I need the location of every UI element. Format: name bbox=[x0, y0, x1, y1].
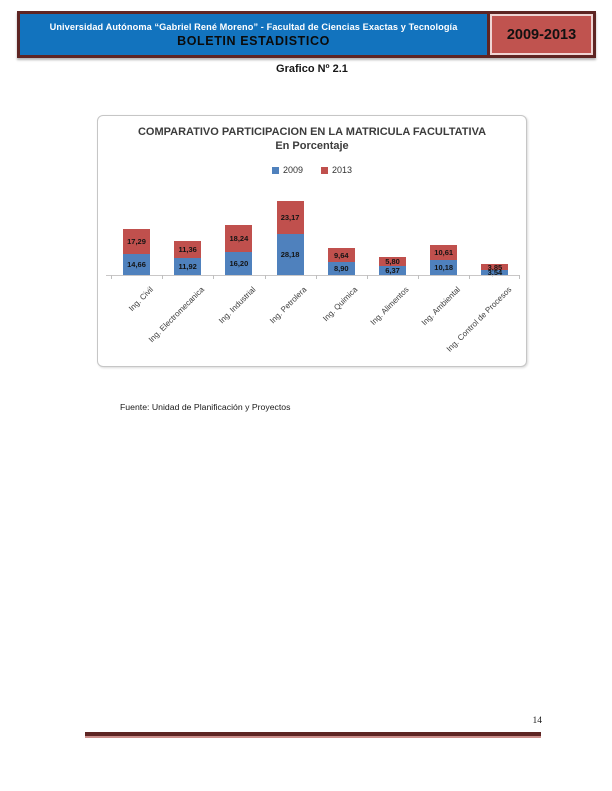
axis-tick bbox=[469, 275, 471, 279]
value-label-2013-7: 10,61 bbox=[434, 248, 454, 258]
legend-swatch-2013 bbox=[321, 166, 328, 174]
bar-2009-7 bbox=[430, 260, 458, 275]
value-label-2009-6: 6,37 bbox=[385, 265, 400, 275]
bar-2013-3 bbox=[225, 225, 253, 252]
axis-tick bbox=[213, 275, 215, 279]
category-label-5: Ing. Quimica bbox=[321, 285, 360, 324]
bar-2009-6 bbox=[379, 265, 406, 275]
value-label-2009-4: 28,18 bbox=[280, 250, 300, 260]
figure-label: Grafico Nº 2.1 bbox=[276, 63, 348, 75]
legend-label-2013: 2013 bbox=[332, 165, 353, 175]
source-note: Fuente: Unidad de Planificación y Proyec… bbox=[120, 402, 291, 412]
bar-2013-1 bbox=[123, 228, 150, 254]
bar-2009-1 bbox=[123, 253, 150, 275]
institution-name: Universidad Autónoma “Gabriel René Moren… bbox=[49, 22, 458, 32]
bar-2013-4 bbox=[276, 201, 304, 235]
axis-tick bbox=[264, 275, 266, 279]
category-label-4: Ing. Petrolera bbox=[268, 285, 309, 326]
plot-area: 17,29 14,66 11,36 11,92 18,24 16,20 23,17 28,18… bbox=[106, 116, 520, 277]
value-label-2009-1: 14,66 bbox=[127, 259, 146, 269]
header-institution-block: Universidad Autónoma “Gabriel René Moren… bbox=[20, 14, 487, 55]
category-label-6: Ing. Alimentos bbox=[368, 285, 411, 327]
bar-2013-2 bbox=[174, 241, 202, 258]
axis-tick bbox=[110, 275, 112, 279]
category-label-2: Ing. Electromecanica bbox=[146, 285, 207, 345]
value-label-2013-2: 11,36 bbox=[178, 245, 197, 255]
value-label-2009-5: 8,90 bbox=[333, 264, 349, 274]
value-label-2013-4: 23,17 bbox=[280, 213, 300, 223]
bar-2013-5 bbox=[327, 248, 355, 263]
axis-tick bbox=[162, 275, 164, 279]
bar-2009-8 bbox=[481, 269, 509, 275]
bar-2013-6 bbox=[379, 257, 406, 266]
category-labels: Ing. Civil Ing. Electromecanica Ing. Indus… bbox=[106, 279, 520, 364]
legend-swatch-2009 bbox=[271, 166, 279, 174]
value-label-2013-3: 18,24 bbox=[229, 234, 249, 243]
chart: COMPARATIVO PARTICIPACION EN LA MATRICUL… bbox=[97, 115, 527, 367]
bar-2009-3 bbox=[225, 251, 253, 275]
value-label-2009-8: 3,54 bbox=[487, 267, 503, 277]
legend-item-2009: 2009 bbox=[271, 165, 303, 175]
legend-item-2013: 2013 bbox=[321, 165, 352, 175]
category-label-3: Ing. Industrial bbox=[216, 285, 258, 326]
bar-2013-8 bbox=[481, 264, 509, 270]
x-axis-line bbox=[106, 275, 520, 276]
category-label-1: Ing. Civil bbox=[126, 285, 155, 314]
value-label-2013-5: 9,64 bbox=[333, 250, 349, 260]
category-label-7: Ing. Ambiental bbox=[419, 285, 463, 328]
chart-title: COMPARATIVO PARTICIPACION EN LA MATRICUL… bbox=[137, 126, 487, 138]
document-header-banner: Universidad Autónoma “Gabriel René Moren… bbox=[17, 11, 596, 58]
chart-legend: 2009 2013 bbox=[98, 165, 526, 175]
bar-2009-2 bbox=[174, 257, 202, 275]
bar-2009-4 bbox=[276, 234, 304, 275]
axis-tick bbox=[315, 275, 317, 279]
chart-subtitle: En Porcentaje bbox=[275, 140, 349, 152]
legend-label-2009: 2009 bbox=[282, 165, 303, 175]
footer-rule bbox=[85, 732, 541, 738]
value-label-2013-6: 5,80 bbox=[385, 257, 400, 267]
axis-tick bbox=[418, 275, 420, 279]
value-label-2009-3: 16,20 bbox=[229, 258, 249, 268]
value-label-2013-8: 3,85 bbox=[487, 262, 503, 272]
value-label-2009-2: 11,92 bbox=[178, 261, 197, 271]
bar-2009-5 bbox=[327, 262, 355, 275]
bulletin-title: BOLETIN ESTADISTICO bbox=[177, 34, 330, 48]
axis-tick bbox=[366, 275, 368, 279]
page-number: 14 bbox=[532, 716, 543, 726]
value-label-2013-1: 17,29 bbox=[127, 236, 146, 246]
axis-tick bbox=[519, 275, 520, 279]
value-label-2009-7: 10,18 bbox=[434, 263, 454, 273]
bar-2013-7 bbox=[430, 245, 458, 261]
period-badge: 2009-2013 bbox=[487, 14, 593, 55]
